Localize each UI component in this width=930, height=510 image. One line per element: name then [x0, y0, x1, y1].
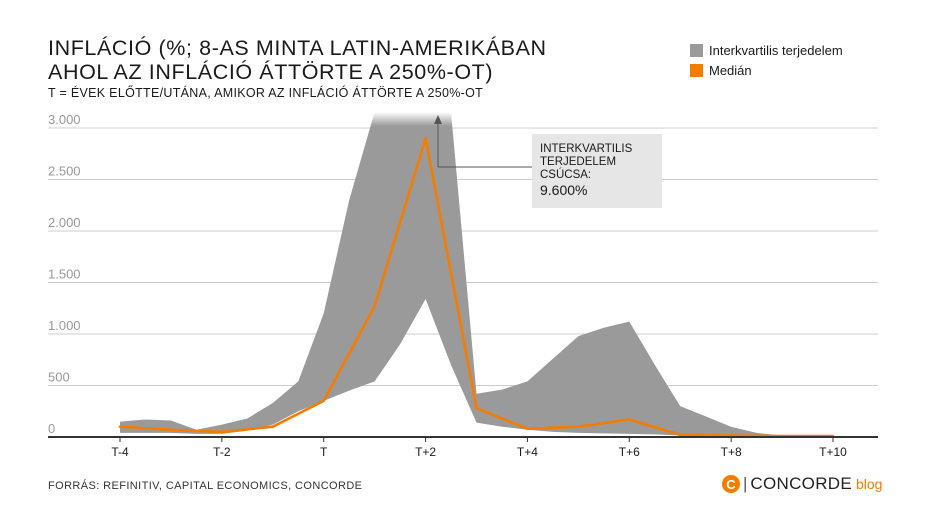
annotation-value: 9.600% — [540, 182, 587, 198]
chart-title-line-1: INFLÁCIÓ (%; 8-AS MINTA LATIN-AMERIKÁBAN — [48, 36, 547, 60]
median-line-group — [118, 137, 835, 438]
y-tick-label-5: 2.500 — [48, 164, 81, 179]
iqr-band-area — [120, 112, 833, 437]
legend-swatch-median — [690, 63, 703, 77]
annotation-group: INTERKVARTILIS TERJEDELEM CSÚCSA: 9.600% — [434, 115, 662, 208]
x-tick-label-5: T+6 — [619, 445, 640, 459]
band-top-fade — [360, 112, 460, 126]
concorde-logo-icon: C — [722, 475, 740, 493]
x-tick-label-6: T+8 — [721, 445, 742, 459]
x-tick-label-1: T-2 — [213, 445, 231, 459]
legend-label-band: Interkvartilis terjedelem — [709, 42, 843, 58]
chart-title: INFLÁCIÓ (%; 8-AS MINTA LATIN-AMERIKÁBAN… — [48, 36, 648, 84]
brand-separator: | — [743, 474, 748, 493]
y-tick-label-3: 1.500 — [48, 267, 81, 282]
x-tick-label-0: T-4 — [111, 445, 129, 459]
legend-label-median: Medián — [709, 62, 752, 78]
annotation-line-3: CSÚCSA: — [540, 168, 591, 181]
legend: Interkvartilis terjedelem Medián — [690, 40, 843, 80]
chart-subtitle: T = ÉVEK ELŐTTE/UTÁNA, AMIKOR AZ INFLÁCI… — [48, 86, 484, 100]
legend-swatch-band — [690, 43, 703, 57]
legend-item-band: Interkvartilis terjedelem — [690, 40, 843, 60]
annotation-box — [532, 134, 662, 208]
x-tick-label-4: T+4 — [517, 445, 538, 459]
brand-blog: blog — [856, 476, 883, 492]
median-line — [118, 137, 835, 438]
axes: 0 500 1.000 1.500 2.000 2.500 3.000 T-4 T-2 T T+2 T… — [48, 112, 878, 459]
brand-logo: C | CONCORDE blog — [722, 474, 882, 494]
brand-name: CONCORDE — [750, 474, 852, 493]
y-tick-label-4: 2.000 — [48, 215, 81, 230]
y-tick-label-6: 3.000 — [48, 112, 81, 127]
annotation-line-2: TERJEDELEM — [540, 156, 616, 168]
iqr-band — [120, 112, 833, 437]
legend-item-median: Medián — [690, 60, 843, 80]
y-tick-label-0: 0 — [48, 421, 55, 436]
x-tick-label-2: T — [320, 445, 328, 459]
x-tick-label-7: T+10 — [819, 445, 847, 459]
y-tick-label-1: 500 — [48, 370, 70, 385]
source-note: FORRÁS: REFINITIV, CAPITAL ECONOMICS, CO… — [48, 480, 363, 492]
x-tick-label-3: T+2 — [415, 445, 436, 459]
chart-title-line-2: AHOL AZ INFLÁCIÓ ÁTTÖRTE A 250%-OT) — [48, 60, 494, 84]
annotation-line-1: INTERKVARTILIS — [540, 143, 633, 155]
arrow-up-icon — [434, 115, 442, 124]
y-tick-label-2: 1.000 — [48, 318, 81, 333]
